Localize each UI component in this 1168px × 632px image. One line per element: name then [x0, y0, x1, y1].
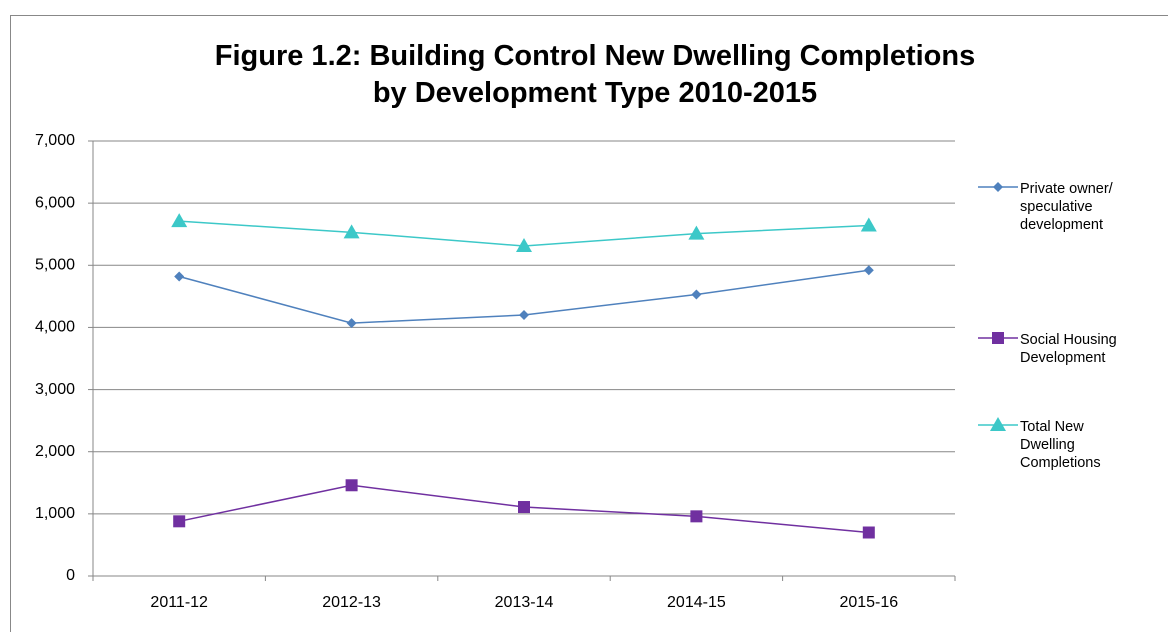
data-point [345, 479, 358, 492]
data-point [860, 217, 877, 232]
legend-label: Social Housing Development [1020, 332, 1117, 366]
legend-label: Total New Dwelling Completions [1020, 419, 1101, 471]
x-tick-label: 2012-13 [322, 594, 381, 611]
data-point [691, 289, 702, 300]
data-point [519, 310, 529, 320]
data-point [863, 265, 874, 276]
legend-marker [990, 417, 1006, 431]
x-tick-label: 2011-12 [150, 594, 208, 611]
data-point [516, 238, 532, 253]
data-point [173, 515, 186, 528]
data-point [690, 510, 703, 523]
y-tick-label: 0 [66, 567, 75, 584]
data-point [174, 271, 185, 282]
data-point [688, 225, 705, 240]
data-point [171, 213, 188, 228]
y-tick-label: 5,000 [35, 257, 75, 274]
y-tick-label: 7,000 [35, 132, 75, 149]
chart-title: Figure 1.2: Building Control New Dwellin… [214, 40, 976, 109]
data-point [346, 318, 357, 329]
y-tick-label: 3,000 [35, 381, 75, 398]
x-tick-label: 2014-15 [667, 594, 726, 611]
y-tick-label: 1,000 [35, 505, 75, 522]
y-tick-label: 6,000 [35, 194, 75, 211]
data-point [518, 501, 530, 514]
data-point [862, 526, 875, 539]
chart-frame [10, 15, 1168, 632]
legend-marker [992, 332, 1004, 344]
y-tick-label: 2,000 [35, 443, 75, 460]
x-tick-label: 2013-14 [495, 594, 554, 611]
x-tick-label: 2015-16 [839, 594, 898, 611]
data-point [343, 224, 360, 239]
legend-label: Private owner/ speculative development [1020, 181, 1113, 233]
y-tick-label: 4,000 [35, 319, 75, 336]
legend-marker [993, 182, 1003, 192]
